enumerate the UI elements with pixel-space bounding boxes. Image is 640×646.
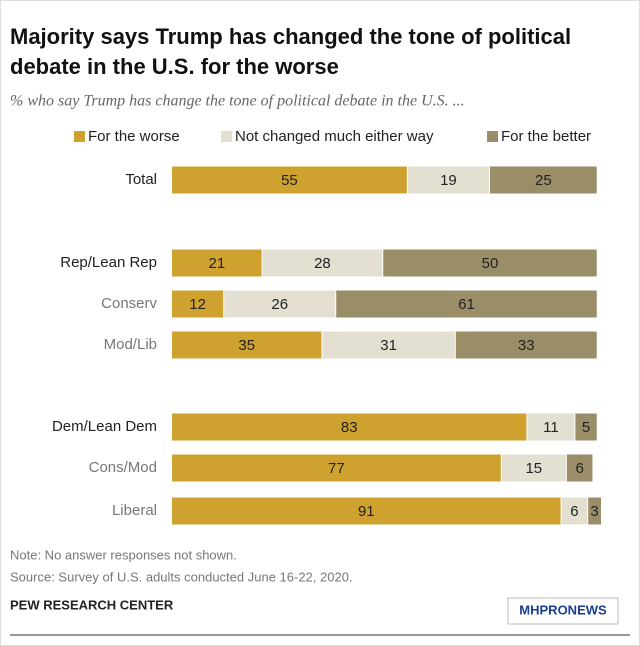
footer: PEW RESEARCH CENTER bbox=[10, 597, 174, 612]
category-label: Conserv bbox=[101, 295, 157, 312]
bar-segment bbox=[566, 454, 593, 482]
bar-segment bbox=[172, 249, 262, 277]
bar-segment bbox=[172, 413, 527, 441]
value-label: 83 bbox=[341, 419, 358, 436]
value-label: 6 bbox=[570, 503, 578, 520]
bar-segment bbox=[172, 290, 224, 318]
legend-swatch bbox=[487, 131, 498, 142]
value-label: 31 bbox=[380, 337, 397, 354]
note: Note: No answer responses not shown. bbox=[10, 547, 237, 562]
legend-label: Not changed much either way bbox=[235, 128, 434, 145]
value-label: 28 bbox=[314, 255, 331, 272]
watermark: MHPRONEWS bbox=[519, 602, 607, 617]
value-label: 21 bbox=[208, 255, 225, 272]
bar-segment bbox=[224, 290, 336, 318]
category-label: Total bbox=[125, 171, 157, 188]
category-label: Dem/Lean Dem bbox=[52, 418, 157, 435]
value-label: 61 bbox=[458, 296, 475, 313]
bar-segment bbox=[455, 331, 597, 359]
category-label: Liberal bbox=[112, 502, 157, 519]
legend-swatch bbox=[221, 131, 232, 142]
value-label: 19 bbox=[440, 172, 457, 189]
value-label: 55 bbox=[281, 172, 298, 189]
bar-segment bbox=[588, 497, 601, 525]
bar-segment bbox=[172, 497, 561, 525]
bar-segment bbox=[489, 166, 597, 194]
bar-segment bbox=[501, 454, 566, 482]
category-label: Rep/Lean Rep bbox=[60, 254, 157, 271]
value-label: 11 bbox=[543, 419, 559, 436]
value-label: 91 bbox=[358, 503, 375, 520]
bar-segment bbox=[336, 290, 597, 318]
value-label: 12 bbox=[189, 296, 206, 313]
source: Source: Survey of U.S. adults conducted … bbox=[10, 569, 353, 584]
bar-segment bbox=[561, 497, 588, 525]
bar-segment bbox=[575, 413, 597, 441]
bar-segment bbox=[172, 454, 501, 482]
value-label: 25 bbox=[535, 172, 552, 189]
chart-title: Majority says Trump has changed the tone… bbox=[10, 24, 571, 49]
category-label: Cons/Mod bbox=[89, 459, 157, 476]
value-label: 77 bbox=[328, 460, 345, 477]
bar-segment bbox=[527, 413, 575, 441]
value-label: 33 bbox=[518, 337, 535, 354]
value-label: 35 bbox=[238, 337, 255, 354]
value-label: 15 bbox=[525, 460, 542, 477]
bar-segment bbox=[322, 331, 455, 359]
value-label: 6 bbox=[575, 460, 583, 477]
value-label: 3 bbox=[590, 503, 598, 520]
bar-segment bbox=[383, 249, 597, 277]
value-label: 50 bbox=[482, 255, 499, 272]
chart-title: debate in the U.S. for the worse bbox=[10, 54, 339, 79]
bar-segment bbox=[172, 166, 407, 194]
category-label: Mod/Lib bbox=[104, 336, 157, 353]
value-label: 26 bbox=[271, 296, 288, 313]
watermark-box bbox=[507, 597, 619, 625]
legend-swatch bbox=[74, 131, 85, 142]
legend-label: For the worse bbox=[88, 128, 180, 145]
subtitle: % who say Trump has change the tone of p… bbox=[10, 93, 465, 110]
bar-segment bbox=[262, 249, 383, 277]
value-label: 5 bbox=[582, 419, 590, 436]
bar-segment bbox=[407, 166, 489, 194]
bar-segment bbox=[172, 331, 322, 359]
legend-label: For the better bbox=[501, 128, 591, 145]
